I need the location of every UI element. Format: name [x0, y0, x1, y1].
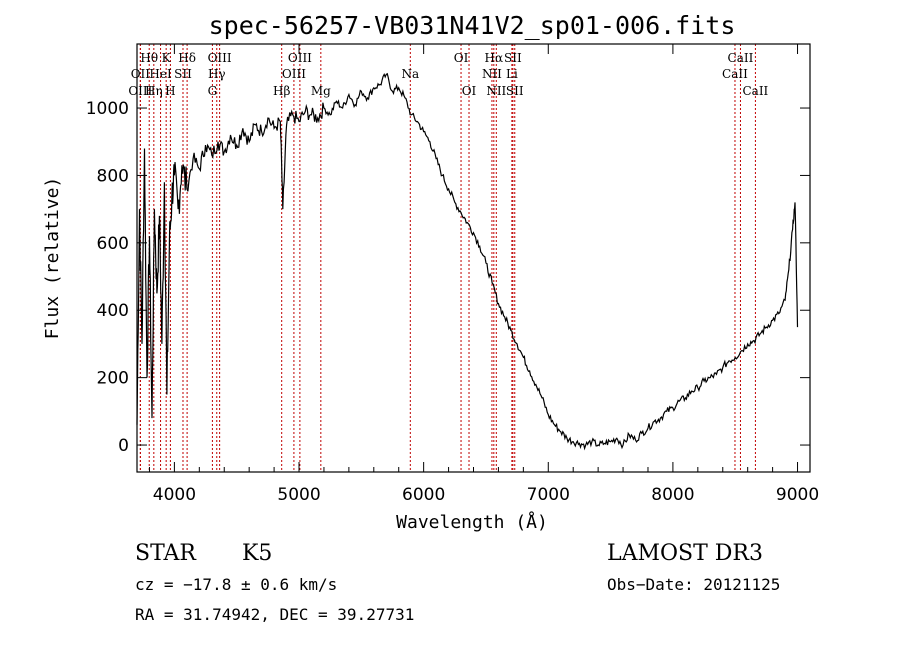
- plot-frame: [136, 43, 811, 473]
- x-axis-ticks: 4000 5000 6000 7000 8000 9000: [148, 44, 819, 505]
- line-marker-label: CaII: [742, 84, 768, 98]
- line-marker-label: CaII: [722, 67, 748, 81]
- x-tick-label: 9000: [776, 485, 819, 505]
- x-tick-label: 8000: [651, 485, 694, 505]
- line-marker-label: Mg: [311, 84, 331, 98]
- line-marker-label: Hδ: [178, 51, 196, 65]
- line-marker-label: Hα: [485, 51, 504, 65]
- x-axis-label: Wavelength (Å): [396, 511, 548, 533]
- line-marker-label: OI: [462, 84, 477, 98]
- chart-title: spec-56257-VB031N41V2_sp01-006.fits: [209, 11, 736, 40]
- y-tick-label: 0: [118, 436, 129, 456]
- line-marker-label: Hγ: [208, 67, 226, 81]
- line-marker-label: Na: [401, 67, 419, 81]
- y-tick-label: 200: [97, 369, 129, 389]
- line-marker-label: Hβ: [273, 84, 290, 98]
- x-tick-label: 5000: [277, 485, 320, 505]
- line-marker-label: HeI: [149, 67, 172, 81]
- y-tick-label: 800: [97, 166, 129, 186]
- line-marker-label: SII: [506, 84, 524, 98]
- line-marker-label: SII: [174, 67, 192, 81]
- line-marker-label: OII: [131, 67, 151, 81]
- x-tick-label: 4000: [153, 485, 196, 505]
- redshift-text: cz = −17.8 ± 0.6 km/s: [135, 575, 337, 594]
- line-marker-label: Li: [506, 67, 518, 81]
- y-axis-ticks: 0 200 400 600 800 1000: [86, 99, 810, 456]
- line-marker-label: K: [162, 51, 172, 65]
- line-marker-label: Hθ: [140, 51, 158, 65]
- line-marker-label: H: [165, 84, 175, 98]
- object-subclass: K5: [242, 541, 272, 566]
- line-marker-label: Hη: [145, 84, 163, 98]
- line-marker-label: G: [208, 84, 218, 98]
- line-marker-label: OI: [454, 51, 469, 65]
- line-marker-label: SII: [504, 51, 522, 65]
- x-tick-label: 7000: [527, 485, 570, 505]
- line-marker-label: CaII: [728, 51, 754, 65]
- line-markers: [139, 44, 756, 472]
- survey-name: LAMOST DR3: [607, 541, 763, 566]
- obs-date-text: Obs−Date: 20121125: [607, 575, 780, 594]
- coords-text: RA = 31.74942, DEC = 39.27731: [135, 605, 414, 624]
- spectrum-line: [136, 72, 799, 451]
- y-axis-label: Flux (relative): [42, 177, 63, 340]
- y-tick-label: 1000: [86, 99, 129, 119]
- object-class: STAR: [135, 541, 197, 566]
- y-tick-label: 400: [97, 301, 129, 321]
- y-tick-label: 600: [97, 234, 129, 254]
- line-marker-label: NII: [482, 67, 502, 81]
- line-marker-label: NII: [486, 84, 506, 98]
- line-marker-label: OIII: [128, 84, 152, 98]
- x-tick-label: 6000: [402, 485, 445, 505]
- line-marker-label: OIII: [208, 51, 232, 65]
- line-marker-label: OIII: [282, 67, 306, 81]
- line-marker-label: OIII: [288, 51, 312, 65]
